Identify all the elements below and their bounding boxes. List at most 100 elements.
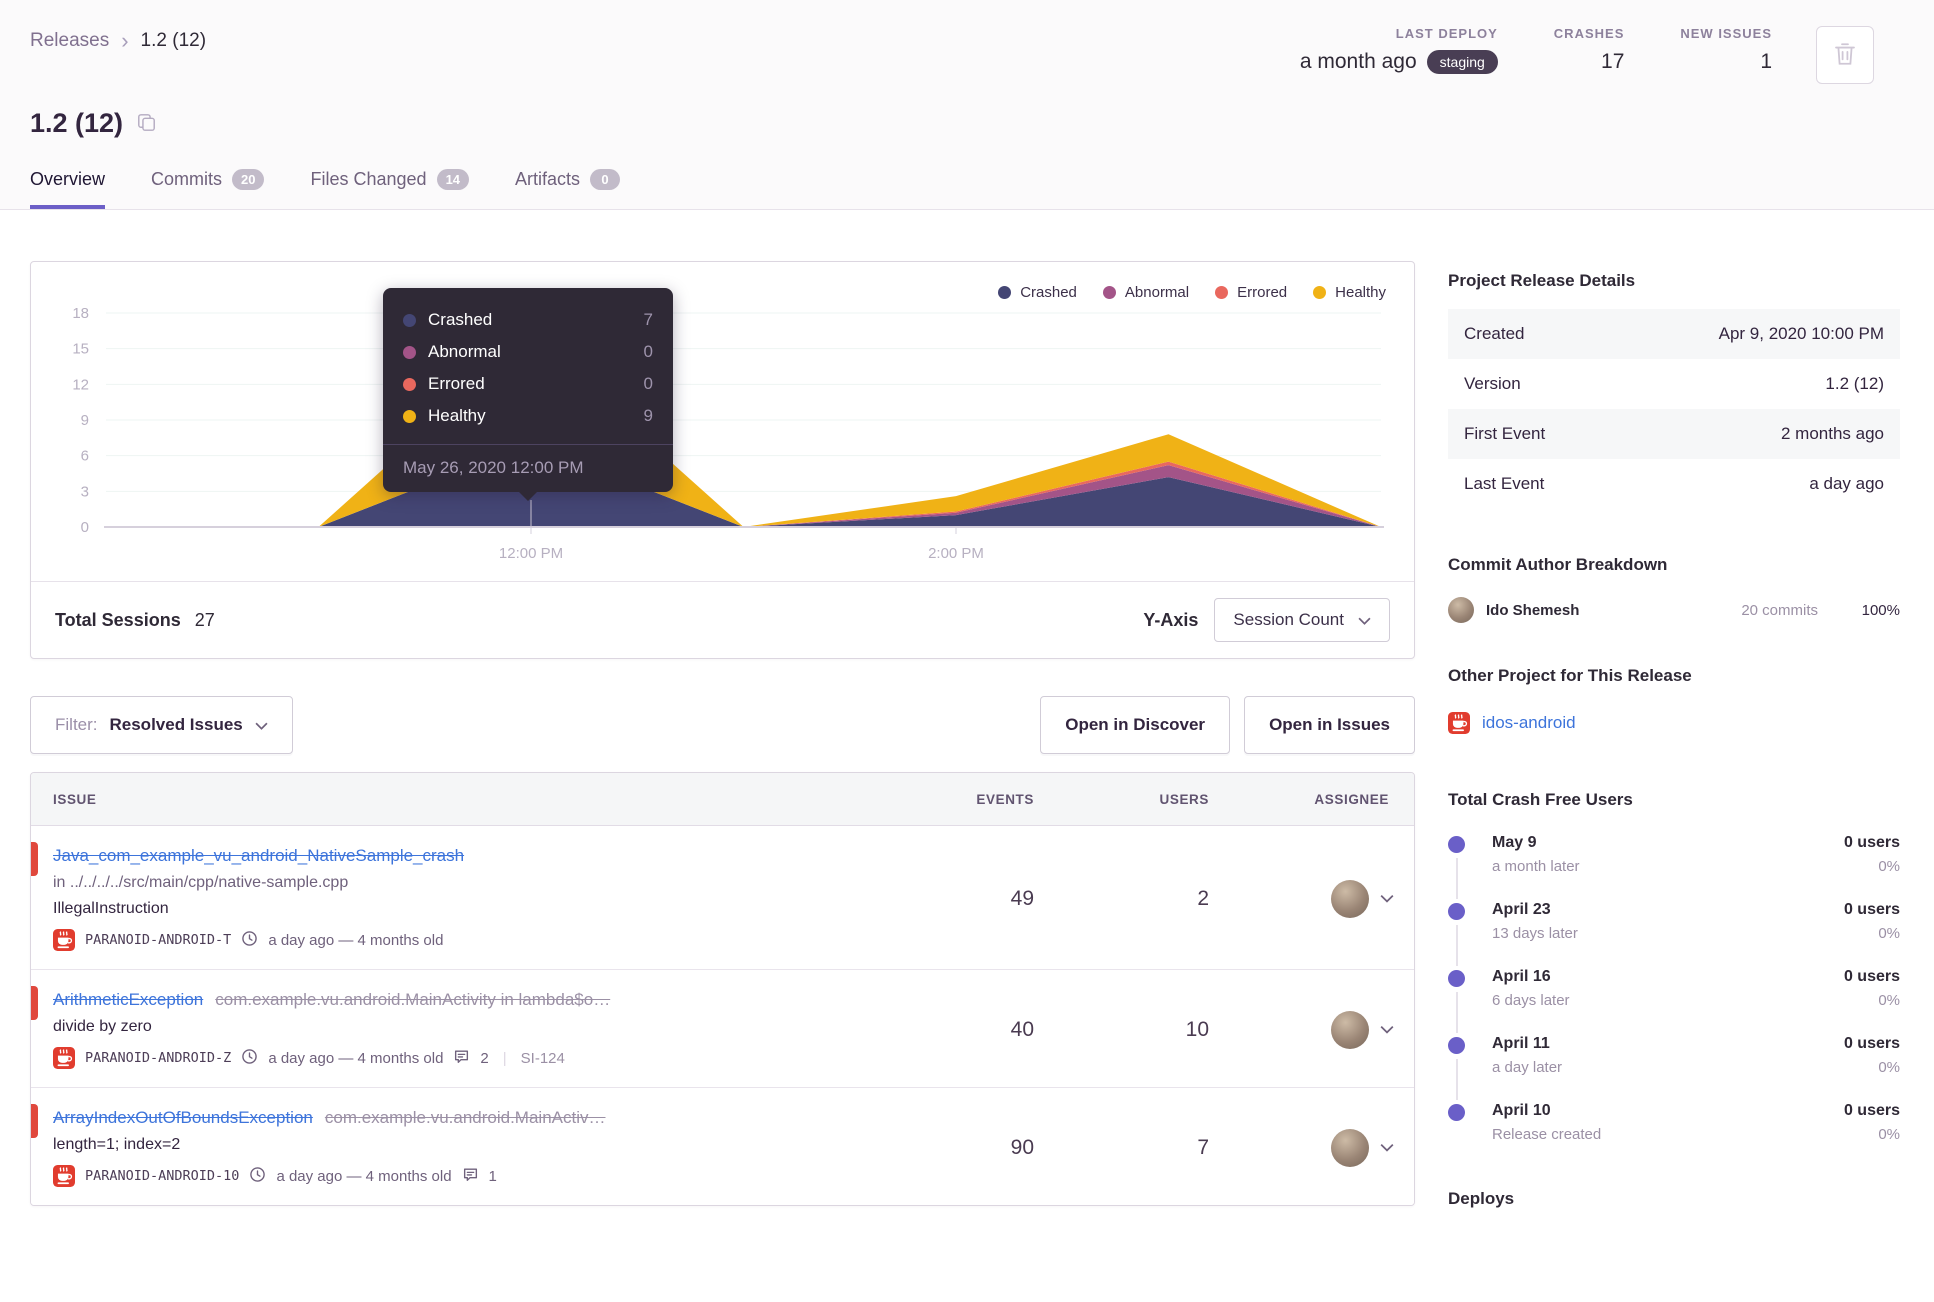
page-header: Releases › 1.2 (12) LAST DEPLOY a month … xyxy=(0,0,1934,210)
new-issues-label: NEW ISSUES xyxy=(1680,26,1772,41)
timeline-row: April 11 a day later 0 users 0% xyxy=(1448,1035,1900,1100)
issue-row: ArrayIndexOutOfBoundsException com.exampl… xyxy=(31,1088,1414,1205)
project-slug: PARANOID-ANDROID-Z xyxy=(85,1050,232,1066)
issue-level-indicator xyxy=(31,842,38,876)
legend-dot-icon xyxy=(1102,286,1116,299)
tooltip-series-dot-icon xyxy=(403,345,416,359)
sessions-chart-card: 0 3 6 9 12 15 18 12:00 PM 2:00 PM Crashed Abnorma… xyxy=(30,261,1415,659)
release-sidebar: Project Release Details Created Apr 9, 2… xyxy=(1448,261,1900,1209)
page-title: 1.2 (12) xyxy=(30,108,124,138)
commit-author-row: Ido Shemesh 20 commits 100% xyxy=(1448,597,1900,623)
assignee-dropdown-chevron-icon[interactable] xyxy=(1380,1021,1394,1039)
issue-row: Java_com_example_vu_android_NativeSample… xyxy=(31,826,1414,970)
clock-icon xyxy=(241,930,258,951)
assignee-dropdown-chevron-icon[interactable] xyxy=(1380,1139,1394,1157)
assignee-avatar[interactable] xyxy=(1331,1128,1369,1167)
tab-commits[interactable]: Commits 20 xyxy=(151,169,265,209)
issues-table-header: ISSUE EVENTS USERS ASSIGNEE xyxy=(31,773,1414,826)
breadcrumb-releases-link[interactable]: Releases xyxy=(30,30,110,51)
assignee-avatar[interactable] xyxy=(1331,1010,1369,1049)
issue-users-count: 7 xyxy=(1197,1135,1209,1159)
issue-title-link[interactable]: Java_com_example_vu_android_NativeSample… xyxy=(53,846,465,865)
last-deploy-label: LAST DEPLOY xyxy=(1395,26,1498,41)
area-series-crashed xyxy=(106,443,1381,527)
breadcrumb-current: 1.2 (12) xyxy=(140,30,207,51)
commits-count-badge: 20 xyxy=(232,169,265,190)
crashes-value: 17 xyxy=(1601,50,1625,73)
issue-level-indicator xyxy=(31,1104,38,1138)
new-issues-value: 1 xyxy=(1760,50,1772,73)
total-sessions-label: Total Sessions xyxy=(55,609,181,630)
sessions-chart-canvas[interactable]: 0 3 6 9 12 15 18 12:00 PM 2:00 PM xyxy=(31,262,1414,583)
crashes-label: CRASHES xyxy=(1553,26,1625,41)
issue-culprit: com.example.vu.android.MainActiv… xyxy=(324,1108,606,1127)
column-issue: ISSUE xyxy=(53,791,97,807)
breadcrumb: Releases › 1.2 (12) xyxy=(30,26,206,52)
chevron-down-icon xyxy=(1358,610,1371,630)
crash-free-heading: Total Crash Free Users xyxy=(1448,790,1633,809)
yaxis-select[interactable]: Session Count xyxy=(1214,598,1390,642)
delete-release-button[interactable] xyxy=(1816,26,1874,84)
issue-events-count: 40 xyxy=(1010,1017,1034,1041)
assignee-dropdown-chevron-icon[interactable] xyxy=(1380,890,1394,908)
java-project-icon xyxy=(53,929,75,951)
clock-icon xyxy=(241,1048,258,1069)
issue-location: in ../../../../src/main/cpp/native-sampl… xyxy=(53,874,349,891)
tab-overview[interactable]: Overview xyxy=(30,169,106,209)
y-axis-tick-label: 6 xyxy=(81,448,89,465)
java-project-icon xyxy=(53,1165,75,1187)
author-name: Ido Shemesh xyxy=(1486,601,1580,619)
open-in-issues-button[interactable]: Open in Issues xyxy=(1244,696,1415,754)
x-axis-tick-label: 12:00 PM xyxy=(499,545,563,562)
java-project-icon xyxy=(53,1047,75,1069)
y-axis-tick-label: 15 xyxy=(72,341,89,358)
timeline-row: April 10 Release created 0 users 0% xyxy=(1448,1102,1900,1149)
issue-events-count: 90 xyxy=(1010,1135,1034,1159)
legend-item-crashed[interactable]: Crashed xyxy=(998,284,1077,301)
issue-users-count: 10 xyxy=(1185,1017,1209,1041)
release-stats: LAST DEPLOY a month ago staging CRASHES … xyxy=(1300,26,1772,74)
artifacts-count-badge: 0 xyxy=(590,169,621,190)
legend-dot-icon xyxy=(998,286,1012,299)
detail-row-first-event: First Event 2 months ago xyxy=(1448,409,1900,459)
comments-count: 1 xyxy=(488,1167,497,1185)
issue-title-link[interactable]: ArithmeticException xyxy=(53,990,204,1009)
issue-age: a day ago — 4 months old xyxy=(268,1049,444,1067)
tab-artifacts[interactable]: Artifacts 0 xyxy=(515,169,621,209)
copy-version-icon[interactable] xyxy=(137,108,156,139)
issue-title-link[interactable]: ArrayIndexOutOfBoundsException xyxy=(53,1108,313,1127)
issue-culprit: com.example.vu.android.MainActivity in l… xyxy=(215,990,611,1009)
release-details-table: Created Apr 9, 2020 10:00 PM Version 1.2… xyxy=(1448,309,1900,509)
issue-short-id: SI-124 xyxy=(520,1049,565,1067)
tooltip-series-dot-icon xyxy=(403,313,416,327)
legend-item-healthy[interactable]: Healthy xyxy=(1313,284,1386,301)
release-tabs: Overview Commits 20 Files Changed 14 Art… xyxy=(30,169,1874,209)
meta-divider: | xyxy=(502,1049,507,1067)
tooltip-divider xyxy=(383,444,673,445)
tooltip-series-row: Healthy 9 xyxy=(403,400,653,432)
y-axis-tick-label: 9 xyxy=(81,412,89,429)
other-project-link[interactable]: idos-android xyxy=(1482,713,1576,732)
comments-count: 2 xyxy=(480,1049,489,1067)
commit-authors-heading: Commit Author Breakdown xyxy=(1448,555,1668,574)
column-users: USERS xyxy=(1159,791,1209,807)
issue-row: ArithmeticException com.example.vu.androi… xyxy=(31,970,1414,1088)
tooltip-series-row: Crashed 7 xyxy=(403,304,653,336)
deploys-heading: Deploys xyxy=(1448,1189,1515,1208)
legend-item-errored[interactable]: Errored xyxy=(1215,284,1287,301)
legend-item-abnormal[interactable]: Abnormal xyxy=(1102,284,1189,301)
trash-icon xyxy=(1833,42,1857,69)
tab-files-changed[interactable]: Files Changed 14 xyxy=(310,169,470,209)
issue-events-count: 49 xyxy=(1010,886,1034,910)
last-deploy-value: a month ago xyxy=(1299,50,1417,73)
timeline-row: April 16 6 days later 0 users 0% xyxy=(1448,968,1900,1033)
tooltip-date: May 26, 2020 12:00 PM xyxy=(403,458,584,477)
filter-dropdown[interactable]: Filter: Resolved Issues xyxy=(30,696,293,754)
timeline-row: April 23 13 days later 0 users 0% xyxy=(1448,901,1900,966)
assignee-avatar[interactable] xyxy=(1331,879,1369,918)
breadcrumb-chevron-icon: › xyxy=(121,28,129,53)
y-axis-tick-label: 18 xyxy=(72,305,89,322)
other-projects-heading: Other Project for This Release xyxy=(1448,666,1692,685)
open-in-discover-button[interactable]: Open in Discover xyxy=(1040,696,1231,754)
